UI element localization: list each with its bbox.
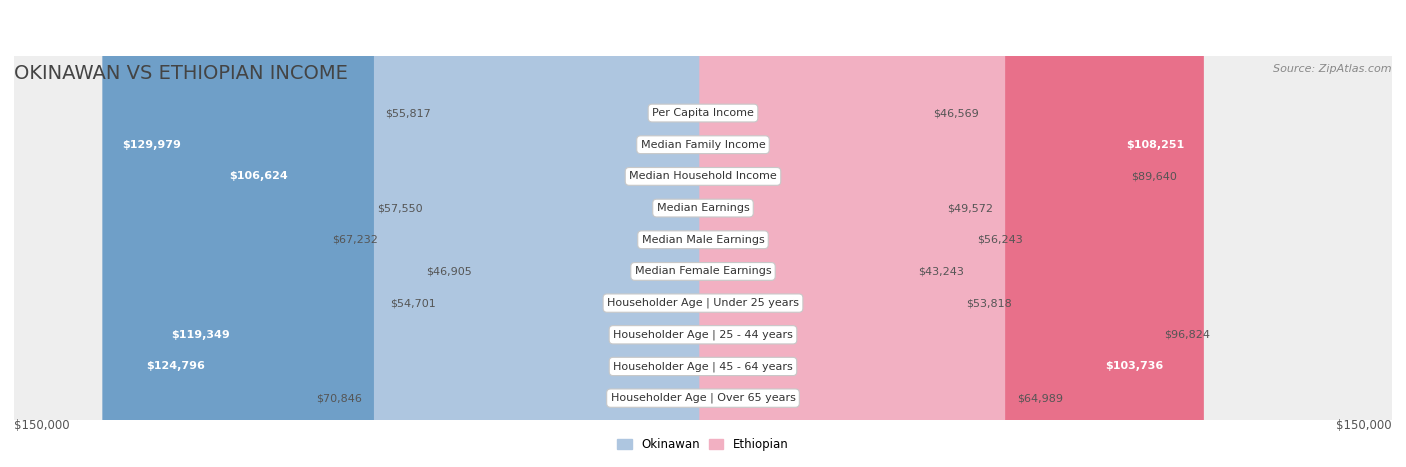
FancyBboxPatch shape	[7, 0, 1399, 467]
FancyBboxPatch shape	[484, 0, 707, 467]
Text: $46,569: $46,569	[934, 108, 979, 118]
Text: $57,550: $57,550	[377, 203, 423, 213]
FancyBboxPatch shape	[127, 0, 707, 467]
FancyBboxPatch shape	[7, 0, 1399, 467]
FancyBboxPatch shape	[699, 0, 1005, 467]
Text: $49,572: $49,572	[946, 203, 993, 213]
FancyBboxPatch shape	[699, 0, 905, 467]
Text: $56,243: $56,243	[977, 235, 1024, 245]
FancyBboxPatch shape	[152, 0, 707, 467]
FancyBboxPatch shape	[7, 0, 1399, 467]
Text: $106,624: $106,624	[229, 171, 288, 181]
Text: Median Household Income: Median Household Income	[628, 171, 778, 181]
Text: Householder Age | 45 - 64 years: Householder Age | 45 - 64 years	[613, 361, 793, 372]
FancyBboxPatch shape	[699, 0, 953, 467]
Text: $67,232: $67,232	[332, 235, 378, 245]
Text: $46,905: $46,905	[426, 267, 471, 276]
Text: Householder Age | Under 25 years: Householder Age | Under 25 years	[607, 298, 799, 308]
FancyBboxPatch shape	[374, 0, 707, 467]
Text: $124,796: $124,796	[146, 361, 205, 371]
Text: $64,989: $64,989	[1018, 393, 1063, 403]
Text: Median Male Earnings: Median Male Earnings	[641, 235, 765, 245]
Text: Householder Age | Over 65 years: Householder Age | Over 65 years	[610, 393, 796, 403]
Text: $129,979: $129,979	[122, 140, 181, 150]
FancyBboxPatch shape	[7, 0, 1399, 467]
Text: $150,000: $150,000	[1336, 419, 1392, 432]
Text: $89,640: $89,640	[1130, 171, 1177, 181]
FancyBboxPatch shape	[699, 0, 935, 467]
FancyBboxPatch shape	[4, 0, 1402, 467]
FancyBboxPatch shape	[699, 0, 965, 467]
FancyBboxPatch shape	[449, 0, 707, 467]
FancyBboxPatch shape	[7, 0, 1399, 467]
Text: Per Capita Income: Per Capita Income	[652, 108, 754, 118]
Text: $53,818: $53,818	[966, 298, 1012, 308]
FancyBboxPatch shape	[434, 0, 707, 467]
Text: $96,824: $96,824	[1164, 330, 1209, 340]
FancyBboxPatch shape	[7, 0, 1399, 467]
FancyBboxPatch shape	[699, 0, 1182, 467]
FancyBboxPatch shape	[391, 0, 707, 467]
Text: $108,251: $108,251	[1126, 140, 1184, 150]
Text: $43,243: $43,243	[918, 267, 963, 276]
Text: $70,846: $70,846	[316, 393, 361, 403]
FancyBboxPatch shape	[699, 0, 1118, 467]
Text: OKINAWAN VS ETHIOPIAN INCOME: OKINAWAN VS ETHIOPIAN INCOME	[14, 64, 347, 83]
Text: $103,736: $103,736	[1105, 361, 1163, 371]
FancyBboxPatch shape	[699, 0, 1152, 467]
FancyBboxPatch shape	[209, 0, 707, 467]
FancyBboxPatch shape	[7, 0, 1399, 467]
FancyBboxPatch shape	[699, 0, 921, 467]
Text: $55,817: $55,817	[385, 108, 430, 118]
FancyBboxPatch shape	[7, 0, 1399, 467]
Legend: Okinawan, Ethiopian: Okinawan, Ethiopian	[613, 433, 793, 456]
Text: Median Female Earnings: Median Female Earnings	[634, 267, 772, 276]
Text: $54,701: $54,701	[389, 298, 436, 308]
Text: Median Family Income: Median Family Income	[641, 140, 765, 150]
FancyBboxPatch shape	[103, 0, 707, 467]
FancyBboxPatch shape	[699, 0, 1204, 467]
Text: $150,000: $150,000	[14, 419, 70, 432]
FancyBboxPatch shape	[7, 0, 1399, 467]
FancyBboxPatch shape	[443, 0, 707, 467]
Text: $119,349: $119,349	[172, 330, 229, 340]
Text: Median Earnings: Median Earnings	[657, 203, 749, 213]
Text: Householder Age | 25 - 44 years: Householder Age | 25 - 44 years	[613, 330, 793, 340]
Text: Source: ZipAtlas.com: Source: ZipAtlas.com	[1274, 64, 1392, 74]
FancyBboxPatch shape	[7, 0, 1399, 467]
